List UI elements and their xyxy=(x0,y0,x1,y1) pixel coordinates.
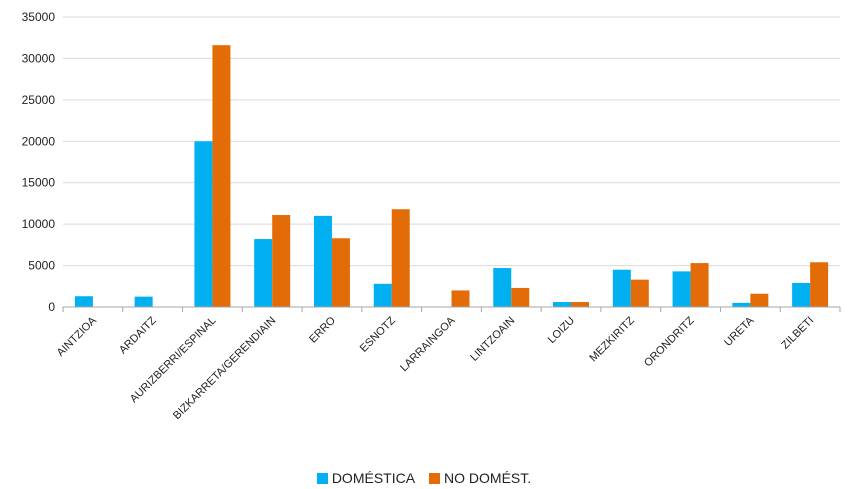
bar-domestica xyxy=(134,296,153,307)
x-axis-category-labels: AINTZIOA ARDAITZAURIZBERRI/ESPINALBIZKARR… xyxy=(55,314,817,422)
bar-no-domest xyxy=(750,293,769,307)
bar-domestica xyxy=(672,271,691,307)
x-category-label: LOIZU xyxy=(546,315,577,346)
legend-label-no-domest: NO DOMÉST. xyxy=(444,470,532,486)
bar-domestica xyxy=(313,215,332,307)
bar-domestica xyxy=(792,282,811,307)
y-axis-tick-labels: 0 5000 10000 15000 20000 25000 30000 35000 xyxy=(22,10,56,314)
legend: DOMÉSTICA NO DOMÉST. xyxy=(0,470,848,486)
bar-domestica xyxy=(612,269,631,307)
bar-domestica xyxy=(493,268,512,307)
x-category-label: ZILBETI xyxy=(779,315,816,352)
x-category-label: LINTZOAIN xyxy=(468,315,517,364)
y-tick-label: 15000 xyxy=(22,176,56,190)
bar-no-domest xyxy=(690,263,709,307)
bar-no-domest xyxy=(630,279,649,307)
bar-no-domest xyxy=(451,290,470,307)
legend-item-domestica: DOMÉSTICA xyxy=(316,470,416,486)
bar-no-domest xyxy=(331,238,350,307)
x-category-label: BIZKARRETA/GERENDIAIN xyxy=(171,315,278,422)
y-tick-label: 35000 xyxy=(22,10,56,24)
bars xyxy=(74,45,829,308)
x-category-label: ERRO xyxy=(307,314,338,345)
bar-no-domest xyxy=(810,262,829,307)
x-axis xyxy=(62,306,841,312)
legend-swatch-no-domest xyxy=(429,472,441,484)
bar-domestica xyxy=(194,141,213,307)
bar-no-domest xyxy=(272,215,291,307)
x-category-label: ESNOTZ xyxy=(358,314,398,354)
y-tick-label: 20000 xyxy=(22,134,56,148)
y-tick-label: 5000 xyxy=(28,259,55,273)
x-category-label: AINTZIOA xyxy=(55,314,100,359)
y-tick-label: 25000 xyxy=(22,93,56,107)
y-tick-label: 30000 xyxy=(22,51,56,65)
bar-no-domest xyxy=(212,45,231,308)
gridlines xyxy=(63,16,840,308)
bar-no-domest xyxy=(511,287,530,307)
x-category-label: URETA xyxy=(722,314,757,349)
bar-domestica xyxy=(254,239,273,307)
legend-swatch-domestica xyxy=(316,472,328,484)
bar-domestica xyxy=(74,296,93,307)
bar-domestica xyxy=(553,302,572,307)
x-category-label: MEZKIRITZ xyxy=(587,314,637,364)
bar-no-domest xyxy=(391,209,410,307)
legend-label-domestica: DOMÉSTICA xyxy=(331,470,416,486)
legend-item-no-domest: NO DOMÉST. xyxy=(429,470,531,486)
bar-domestica xyxy=(732,302,751,307)
y-tick-label: 0 xyxy=(48,300,55,314)
x-category-label: ARDAITZ xyxy=(117,314,159,356)
bar-no-domest xyxy=(571,302,590,307)
x-category-label: LARRAINGOA xyxy=(398,314,458,374)
x-category-label: ORONDRITZ xyxy=(642,314,697,369)
bar-domestica xyxy=(373,283,392,307)
y-tick-label: 10000 xyxy=(22,217,56,231)
